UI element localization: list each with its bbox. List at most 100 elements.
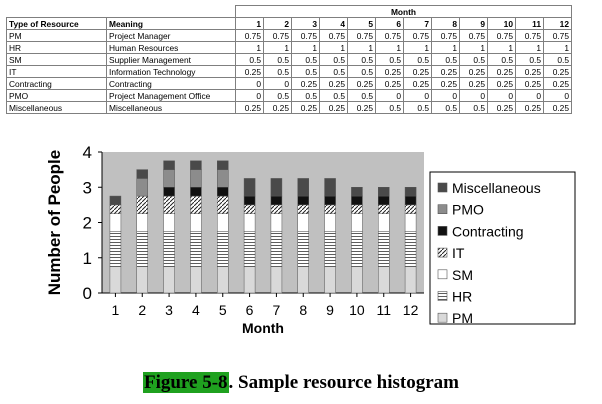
legend-swatch-miscellaneous [437,182,448,193]
resource-type-cell: PM [6,29,107,42]
resource-meaning-cell: Project Management Office [106,89,236,102]
bar-segment-pm [324,266,336,294]
bar-segment-pm [163,266,175,294]
bar-segment-contracting [297,195,309,206]
resource-meaning-cell: Human Resources [106,41,236,54]
x-tick-label: 5 [219,302,227,318]
resource-value-cell: 0.25 [543,65,572,78]
resource-value-cell: 0.5 [263,65,292,78]
resource-value-cell: 1 [543,41,572,54]
bar-segment-contracting [351,195,363,206]
bar-segment-sm [297,213,309,232]
bar-segment-miscellaneous [217,160,229,170]
resource-value-cell: 0.5 [375,53,404,66]
bar-segment-sm [109,213,122,232]
resource-value-cell: 0.25 [515,65,544,78]
resource-value-cell: 0.75 [431,29,460,42]
chart-frame: 0 1 2 3 4 1 2 3 4 5 6 7 8 9 10 11 12 Month Number of Peopl… [30,142,582,364]
resource-value-cell: 0 [235,89,264,102]
resource-type-cell: Miscellaneous [6,101,107,114]
resource-value-cell: 0 [459,89,488,102]
bar-segment-it [324,204,336,214]
bar-segment-miscellaneous [109,195,122,206]
resource-table: Month Type of Resource Meaning 1 2 3 4 5 6 7 8 9 10 1… [6,5,572,114]
bar-segment-contracting [378,195,390,206]
y-tick-label: 0 [83,284,92,303]
x-tick-label: 3 [165,302,173,318]
bar-segment-miscellaneous [324,178,336,197]
bar-segment-it [404,204,417,214]
resource-value-cell: 0.75 [487,29,516,42]
resource-value-cell: 0 [543,89,572,102]
resource-value-cell: 0.5 [543,53,572,66]
bar-segment-pm [136,266,148,294]
resource-value-cell: 0.5 [263,53,292,66]
legend-label-hr: HR [452,289,472,305]
resource-type-cell: PMO [6,89,107,102]
table-month-title-row: Month [7,5,572,18]
resource-value-cell: 0.25 [235,101,264,114]
resource-value-cell: 0.25 [543,101,572,114]
table-header-month: 9 [459,17,488,30]
resource-value-cell: 1 [403,41,432,54]
y-tick-label: 1 [83,249,92,268]
y-axis-label: Number of People [45,150,64,295]
x-tick-label: 10 [349,302,365,318]
plot-area [102,152,424,293]
resource-value-cell: 0.5 [319,89,348,102]
x-tick-label: 4 [192,302,200,318]
resource-value-cell: 1 [515,41,544,54]
table-header-month: 3 [291,17,320,30]
resource-value-cell: 0.25 [515,101,544,114]
resource-value-cell: 0.25 [235,65,264,78]
resource-value-cell: 0.25 [459,77,488,90]
legend-label-miscellaneous: Miscellaneous [452,180,541,196]
bar-segment-pm [404,266,417,294]
resource-value-cell: 0.25 [515,77,544,90]
table-row: HR Human Resources 1 1 1 1 1 1 1 1 1 1 1 1 [6,41,572,54]
legend-label-pmo: PMO [452,202,484,218]
resource-value-cell: 0.25 [431,77,460,90]
resource-value-cell: 0 [375,89,404,102]
table-header-month: 4 [319,17,348,30]
bar-segment-pmo [163,169,175,188]
resource-value-cell: 0.25 [347,77,376,90]
bar-segment-hr [163,231,175,267]
bar-segment-pm [109,266,122,294]
legend-swatch-pmo [437,204,448,215]
resource-value-cell: 0.75 [375,29,404,42]
table-month-title: Month [235,5,572,18]
resource-type-cell: HR [6,41,107,54]
bar-segment-hr [378,231,390,267]
bar-segment-hr [190,231,202,267]
table-header-month: 7 [403,17,432,30]
resource-value-cell: 0.5 [459,101,488,114]
bar-segment-pm [297,266,309,294]
resource-value-cell: 0.75 [543,29,572,42]
legend-swatch-pm [437,312,448,323]
bar-segment-pmo [217,169,229,188]
resource-value-cell: 0.75 [515,29,544,42]
bar-segment-pmo [190,169,202,188]
bar-segment-hr [243,231,256,267]
bar-segment-it [136,195,148,214]
resource-value-cell: 0.5 [347,89,376,102]
bar-segment-pmo [136,178,148,197]
bar-segment-miscellaneous [190,160,202,170]
resource-value-cell: 0.25 [375,77,404,90]
resource-value-cell: 1 [459,41,488,54]
table-blank-cell [7,6,236,18]
legend-label-sm: SM [452,267,473,283]
resource-value-cell: 0.5 [431,101,460,114]
table-header-row: Type of Resource Meaning 1 2 3 4 5 6 7 8 9 10 11 12 [6,17,572,30]
resource-value-cell: 0.25 [319,77,348,90]
resource-value-cell: 0.5 [487,53,516,66]
bar-segment-sm [324,213,336,232]
bar-segment-sm [378,213,390,232]
resource-value-cell: 0.5 [403,101,432,114]
table-header-month: 8 [431,17,460,30]
bar-segment-hr [136,231,148,267]
table-row: PM Project Manager 0.75 0.75 0.75 0.75 0.75 0.7… [6,29,572,42]
x-tick-label: 11 [376,302,391,318]
